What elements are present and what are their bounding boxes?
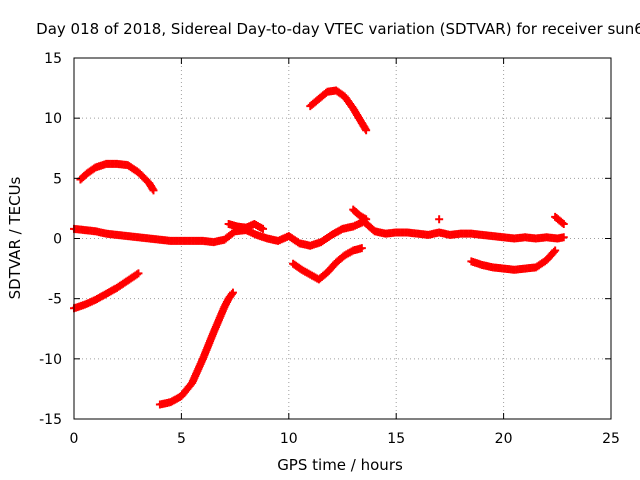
data-point: [228, 288, 237, 297]
y-tick-label: 0: [53, 232, 62, 248]
x-tick-label: 10: [280, 431, 298, 447]
data-point: [362, 126, 371, 135]
data-point: [149, 186, 158, 195]
grid-lines: [74, 58, 611, 419]
y-tick-label: 10: [44, 111, 62, 127]
series-pass-f: [306, 86, 371, 135]
x-tick-label: 0: [70, 431, 79, 447]
series-pass-j: [349, 205, 371, 224]
y-tick-label: 15: [44, 51, 62, 67]
series-pass-k: [435, 215, 444, 224]
data-point: [549, 247, 558, 256]
y-axis-label: SDTVAR / TECUs: [6, 176, 24, 299]
series-pass-a: [70, 269, 143, 313]
data-point: [134, 269, 143, 278]
data-point: [362, 215, 371, 224]
chart-title: Day 018 of 2018, Sidereal Day-to-day VTE…: [36, 20, 640, 38]
x-tick-label: 5: [177, 431, 186, 447]
y-tick-label: -15: [39, 412, 62, 428]
data-point: [551, 246, 560, 255]
y-tick-label: 5: [53, 171, 62, 187]
data-point: [559, 233, 568, 242]
data-point: [559, 220, 568, 229]
series-pass-g: [467, 246, 560, 274]
data-point: [357, 244, 366, 253]
series-pass-c: [155, 288, 237, 409]
y-tick-label: -5: [48, 292, 62, 308]
data-point: [435, 215, 444, 224]
series-pass-e: [289, 244, 366, 284]
series-pass-d: [70, 217, 568, 250]
data-point: [132, 270, 141, 279]
axis-ticks: 0 5 10 15 20 25 -15 -10 -5 0 5 10 15: [39, 51, 620, 447]
data-point: [259, 224, 268, 233]
series-pass-b: [76, 159, 158, 195]
x-tick-label: 20: [495, 431, 513, 447]
data-points: [70, 86, 568, 409]
data-point: [558, 218, 567, 227]
data-point: [227, 290, 236, 299]
series-pass-h: [551, 212, 568, 229]
x-axis-label: GPS time / hours: [277, 456, 403, 474]
series-pass-i: [224, 220, 268, 233]
y-tick-label: -10: [39, 352, 62, 368]
x-tick-label: 25: [602, 431, 620, 447]
x-tick-label: 15: [387, 431, 405, 447]
